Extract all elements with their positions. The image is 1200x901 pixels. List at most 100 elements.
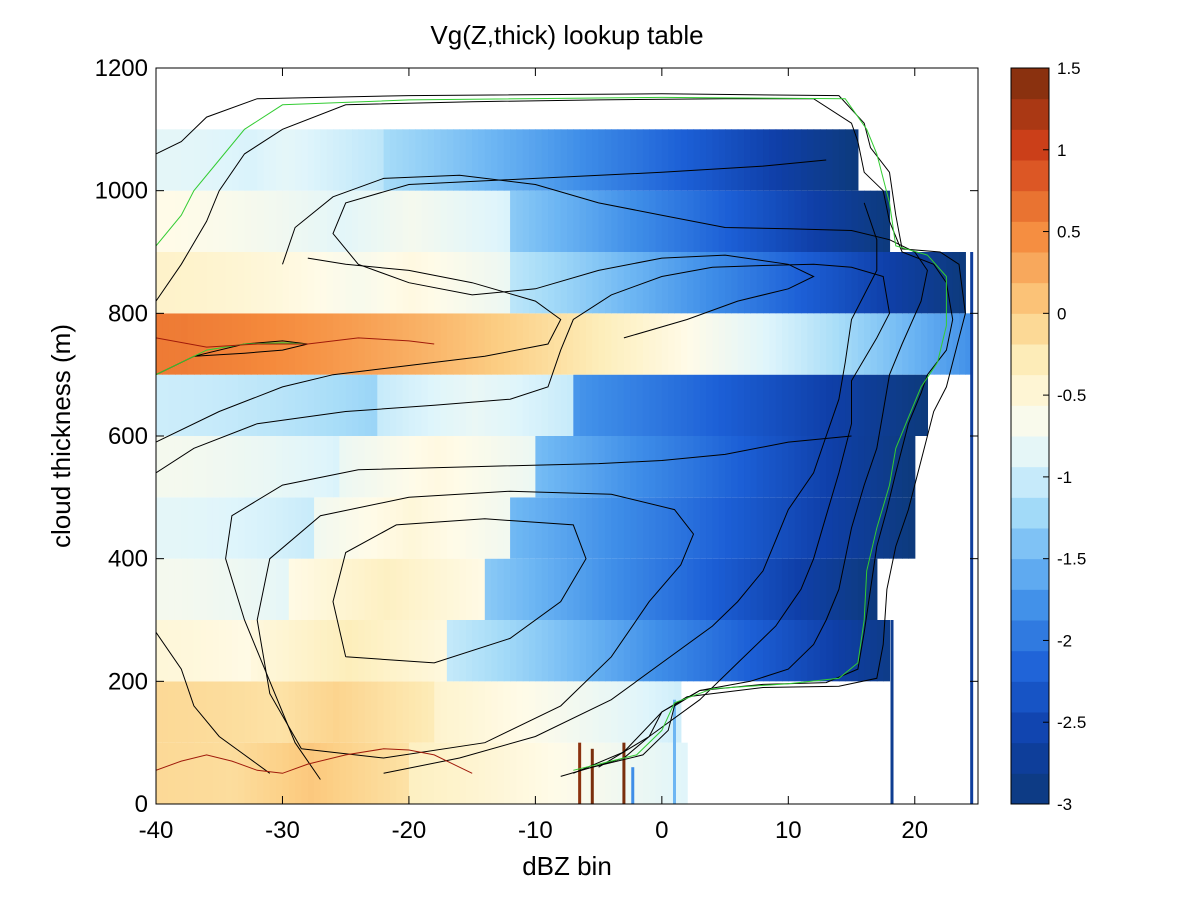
heatmap-cell (636, 190, 644, 252)
heatmap-cell (737, 620, 745, 682)
y-tick-label: 1000 (95, 178, 148, 205)
heatmap-cell (725, 252, 732, 314)
heatmap-cell (370, 252, 378, 314)
heatmap-cell (352, 497, 359, 559)
heatmap-cell (668, 497, 676, 559)
heatmap-cell (446, 742, 454, 804)
heatmap-cell (889, 313, 897, 375)
heatmap-cell (636, 681, 644, 743)
heatmap-cell (314, 313, 321, 375)
heatmap-cell (699, 497, 707, 559)
heatmap-cell (225, 620, 233, 682)
heatmap-cell (775, 436, 783, 498)
x-tick-label: 10 (775, 817, 802, 844)
heatmap-cell (623, 558, 631, 620)
heatmap-cell (440, 620, 448, 682)
heatmap-cell (307, 436, 315, 498)
heatmap-cell (857, 558, 865, 620)
heatmap-cell (750, 313, 758, 375)
heatmap-spike (631, 767, 635, 804)
heatmap-cell (769, 190, 777, 252)
heatmap-cell (225, 742, 233, 804)
heatmap-cell (516, 742, 524, 804)
heatmap-cell (744, 497, 751, 559)
heatmap-cell (788, 313, 796, 375)
heatmap-cell (446, 620, 454, 682)
heatmap-cell (699, 436, 707, 498)
heatmap-cell (510, 742, 518, 804)
heatmap-cell (440, 190, 448, 252)
heatmap-cell (314, 129, 321, 191)
heatmap-cell (244, 374, 252, 436)
heatmap-cell (598, 190, 606, 252)
heatmap-cell (282, 190, 290, 252)
heatmap-cell (421, 742, 429, 804)
heatmap-cell (693, 313, 701, 375)
heatmap-cell (725, 374, 732, 436)
heatmap-cell (775, 620, 783, 682)
heatmap-cell (781, 190, 789, 252)
heatmap-cell (168, 129, 176, 191)
plot-area: -40 -30 -20 -10 0 10 20 0 200 400 600 800 1000 1200 (95, 55, 979, 844)
heatmap-cell (503, 742, 511, 804)
heatmap-cell (206, 190, 214, 252)
heatmap-cell (295, 620, 303, 682)
heatmap-cell (541, 742, 549, 804)
heatmap-cell (699, 190, 707, 252)
heatmap-cell (333, 497, 340, 559)
heatmap-cell (598, 436, 606, 498)
heatmap-cell (516, 681, 524, 743)
heatmap-cell (421, 497, 429, 559)
heatmap-cell (693, 190, 701, 252)
colorbar-swatch (1011, 773, 1049, 805)
heatmap-cell (908, 436, 916, 498)
heatmap-cell (851, 129, 859, 191)
heatmap-cell (516, 252, 524, 314)
heatmap-cell (269, 129, 277, 191)
heatmap-cell (181, 620, 189, 682)
heatmap-cell (339, 374, 347, 436)
heatmap-cell (156, 497, 163, 559)
heatmap-cell (592, 129, 600, 191)
heatmap-cell (579, 190, 587, 252)
colorbar-tick-label: -3 (1057, 795, 1072, 814)
heatmap-cell (326, 436, 334, 498)
heatmap-cell (857, 252, 865, 314)
heatmap-cell (162, 497, 170, 559)
heatmap-cell (421, 436, 429, 498)
heatmap-cell (800, 252, 808, 314)
heatmap-cell (895, 436, 903, 498)
heatmap-cell (301, 129, 309, 191)
heatmap-cell (548, 497, 555, 559)
heatmap-cell (750, 252, 758, 314)
heatmap-cell (781, 374, 789, 436)
heatmap-cell (668, 374, 676, 436)
heatmap-cells (156, 129, 973, 804)
heatmap-cell (952, 313, 960, 375)
heatmap-cell (288, 742, 296, 804)
heatmap-cell (402, 681, 410, 743)
heatmap-cell (339, 190, 347, 252)
heatmap-cell (156, 374, 163, 436)
heatmap-cell (364, 252, 372, 314)
heatmap-cell (446, 436, 454, 498)
heatmap-cell (415, 681, 423, 743)
heatmap-cell (200, 129, 208, 191)
heatmap-cell (168, 190, 176, 252)
heatmap-cell (737, 129, 745, 191)
heatmap-cell (497, 497, 505, 559)
heatmap-cell (491, 742, 499, 804)
heatmap-cell (503, 436, 511, 498)
heatmap-cell (440, 374, 448, 436)
heatmap-cell (788, 252, 796, 314)
heatmap-cell (288, 190, 296, 252)
colorbar-swatch (1011, 252, 1049, 284)
heatmap-cell (889, 497, 897, 559)
heatmap-cell (244, 252, 252, 314)
heatmap-cell (345, 436, 353, 498)
heatmap-cell (763, 313, 770, 375)
heatmap-cell (731, 190, 739, 252)
heatmap-cell (421, 190, 429, 252)
heatmap-cell (370, 436, 378, 498)
heatmap-cell (174, 620, 182, 682)
